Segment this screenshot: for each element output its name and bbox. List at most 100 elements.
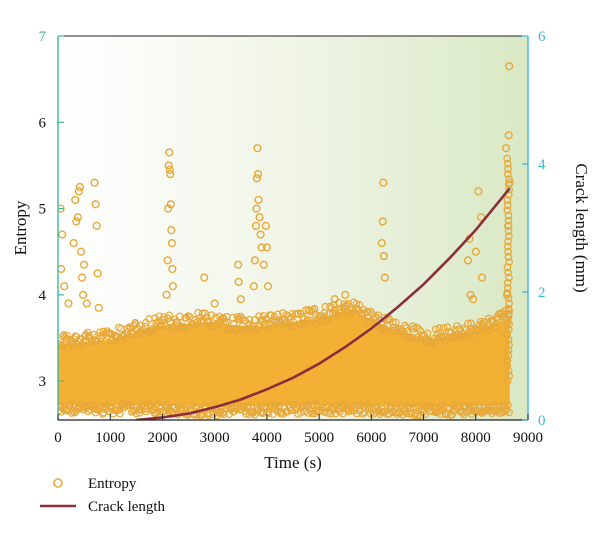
entropy-point (326, 302, 334, 311)
entropy-point (504, 221, 513, 230)
entropy-point (505, 320, 514, 329)
entropy-point (482, 325, 490, 334)
entropy-point (312, 311, 320, 319)
entropy-point (211, 313, 220, 322)
entropy-point (423, 329, 432, 338)
entropy-point (165, 165, 174, 174)
entropy-point (288, 309, 297, 318)
entropy-point (504, 237, 512, 246)
entropy-point (239, 402, 247, 411)
entropy-point (503, 284, 512, 292)
entropy-point (503, 356, 512, 365)
legend-crack-label: Crack length (88, 499, 166, 515)
y-left-tick-label: 3 (39, 374, 47, 390)
entropy-point (330, 300, 338, 309)
entropy-point (256, 230, 265, 239)
y-left-axis-ticks: 3 4 5 6 7 (39, 29, 64, 390)
entropy-point (503, 263, 512, 272)
x-tick-label: 2000 (147, 430, 177, 446)
entropy-point (168, 282, 177, 291)
entropy-point (503, 154, 512, 163)
entropy-point (276, 409, 285, 418)
entropy-point (231, 324, 239, 333)
entropy-point (504, 216, 513, 225)
entropy-point (232, 326, 240, 334)
entropy-point (80, 260, 89, 269)
entropy-point (78, 290, 88, 299)
entropy-point (465, 402, 474, 411)
entropy-point (172, 406, 181, 414)
entropy-point (395, 329, 404, 338)
entropy-point (261, 221, 270, 230)
entropy-point (264, 409, 273, 417)
x-tick-label: 4000 (252, 430, 282, 446)
entropy-point (373, 402, 382, 411)
entropy-point (405, 333, 414, 342)
entropy-point (236, 312, 245, 321)
entropy-point (431, 325, 440, 333)
entropy-point (251, 221, 261, 230)
entropy-point (477, 273, 487, 282)
entropy-point (290, 322, 299, 331)
entropy-point (218, 409, 227, 417)
entropy-point (73, 213, 82, 222)
legend-entropy-marker (53, 478, 63, 488)
entropy-point (182, 314, 191, 322)
entropy-point (200, 273, 209, 282)
entropy-point (505, 258, 514, 266)
entropy-point (308, 409, 316, 418)
y-left-tick-label: 6 (39, 115, 47, 131)
entropy-point (93, 269, 102, 278)
entropy-point (355, 301, 364, 309)
entropy-point (504, 165, 512, 173)
entropy-point (505, 341, 513, 349)
entropy-point (504, 351, 513, 360)
entropy-point (379, 178, 388, 187)
entropy-point (94, 303, 103, 312)
x-tick-label: 3000 (200, 430, 230, 446)
entropy-point (289, 317, 298, 326)
entropy-point (503, 330, 511, 339)
entropy-point (379, 251, 388, 261)
entropy-point (504, 304, 513, 313)
entropy-point (287, 322, 296, 331)
entropy-point (504, 401, 512, 409)
entropy-point (443, 323, 452, 331)
entropy-point (192, 321, 200, 330)
entropy-point (451, 326, 460, 334)
entropy-point (149, 326, 157, 335)
entropy-point (503, 242, 512, 251)
entropy-point (91, 200, 100, 209)
entropy-point (504, 211, 513, 220)
entropy-point (378, 217, 387, 226)
entropy-point (255, 312, 263, 320)
y-right-axis-title: Crack length (mm) (572, 163, 591, 292)
entropy-point (153, 322, 161, 330)
entropy-point (494, 409, 503, 417)
y-left-tick-label: 7 (39, 29, 47, 45)
entropy-point (414, 324, 423, 333)
x-tick-label: 6000 (356, 430, 386, 446)
entropy-point (253, 144, 262, 153)
entropy-point (188, 401, 197, 410)
entropy-point (374, 311, 382, 319)
entropy-point (492, 323, 501, 332)
entropy-point (263, 282, 273, 291)
entropy-point (198, 309, 207, 318)
entropy-point (505, 175, 513, 184)
entropy-series (58, 62, 514, 420)
entropy-point (249, 282, 258, 291)
entropy-point (503, 361, 512, 370)
entropy-point (252, 174, 262, 183)
entropy-point (58, 264, 66, 274)
entropy-point (505, 372, 513, 380)
crack-length-series (136, 187, 511, 420)
entropy-point (504, 346, 513, 354)
entropy-point (76, 247, 86, 256)
entropy-point (504, 335, 513, 344)
entropy-point (372, 313, 381, 321)
entropy-point (64, 344, 73, 352)
y-right-axis-ticks: 0 2 4 6 (522, 29, 546, 429)
entropy-point (503, 206, 512, 215)
